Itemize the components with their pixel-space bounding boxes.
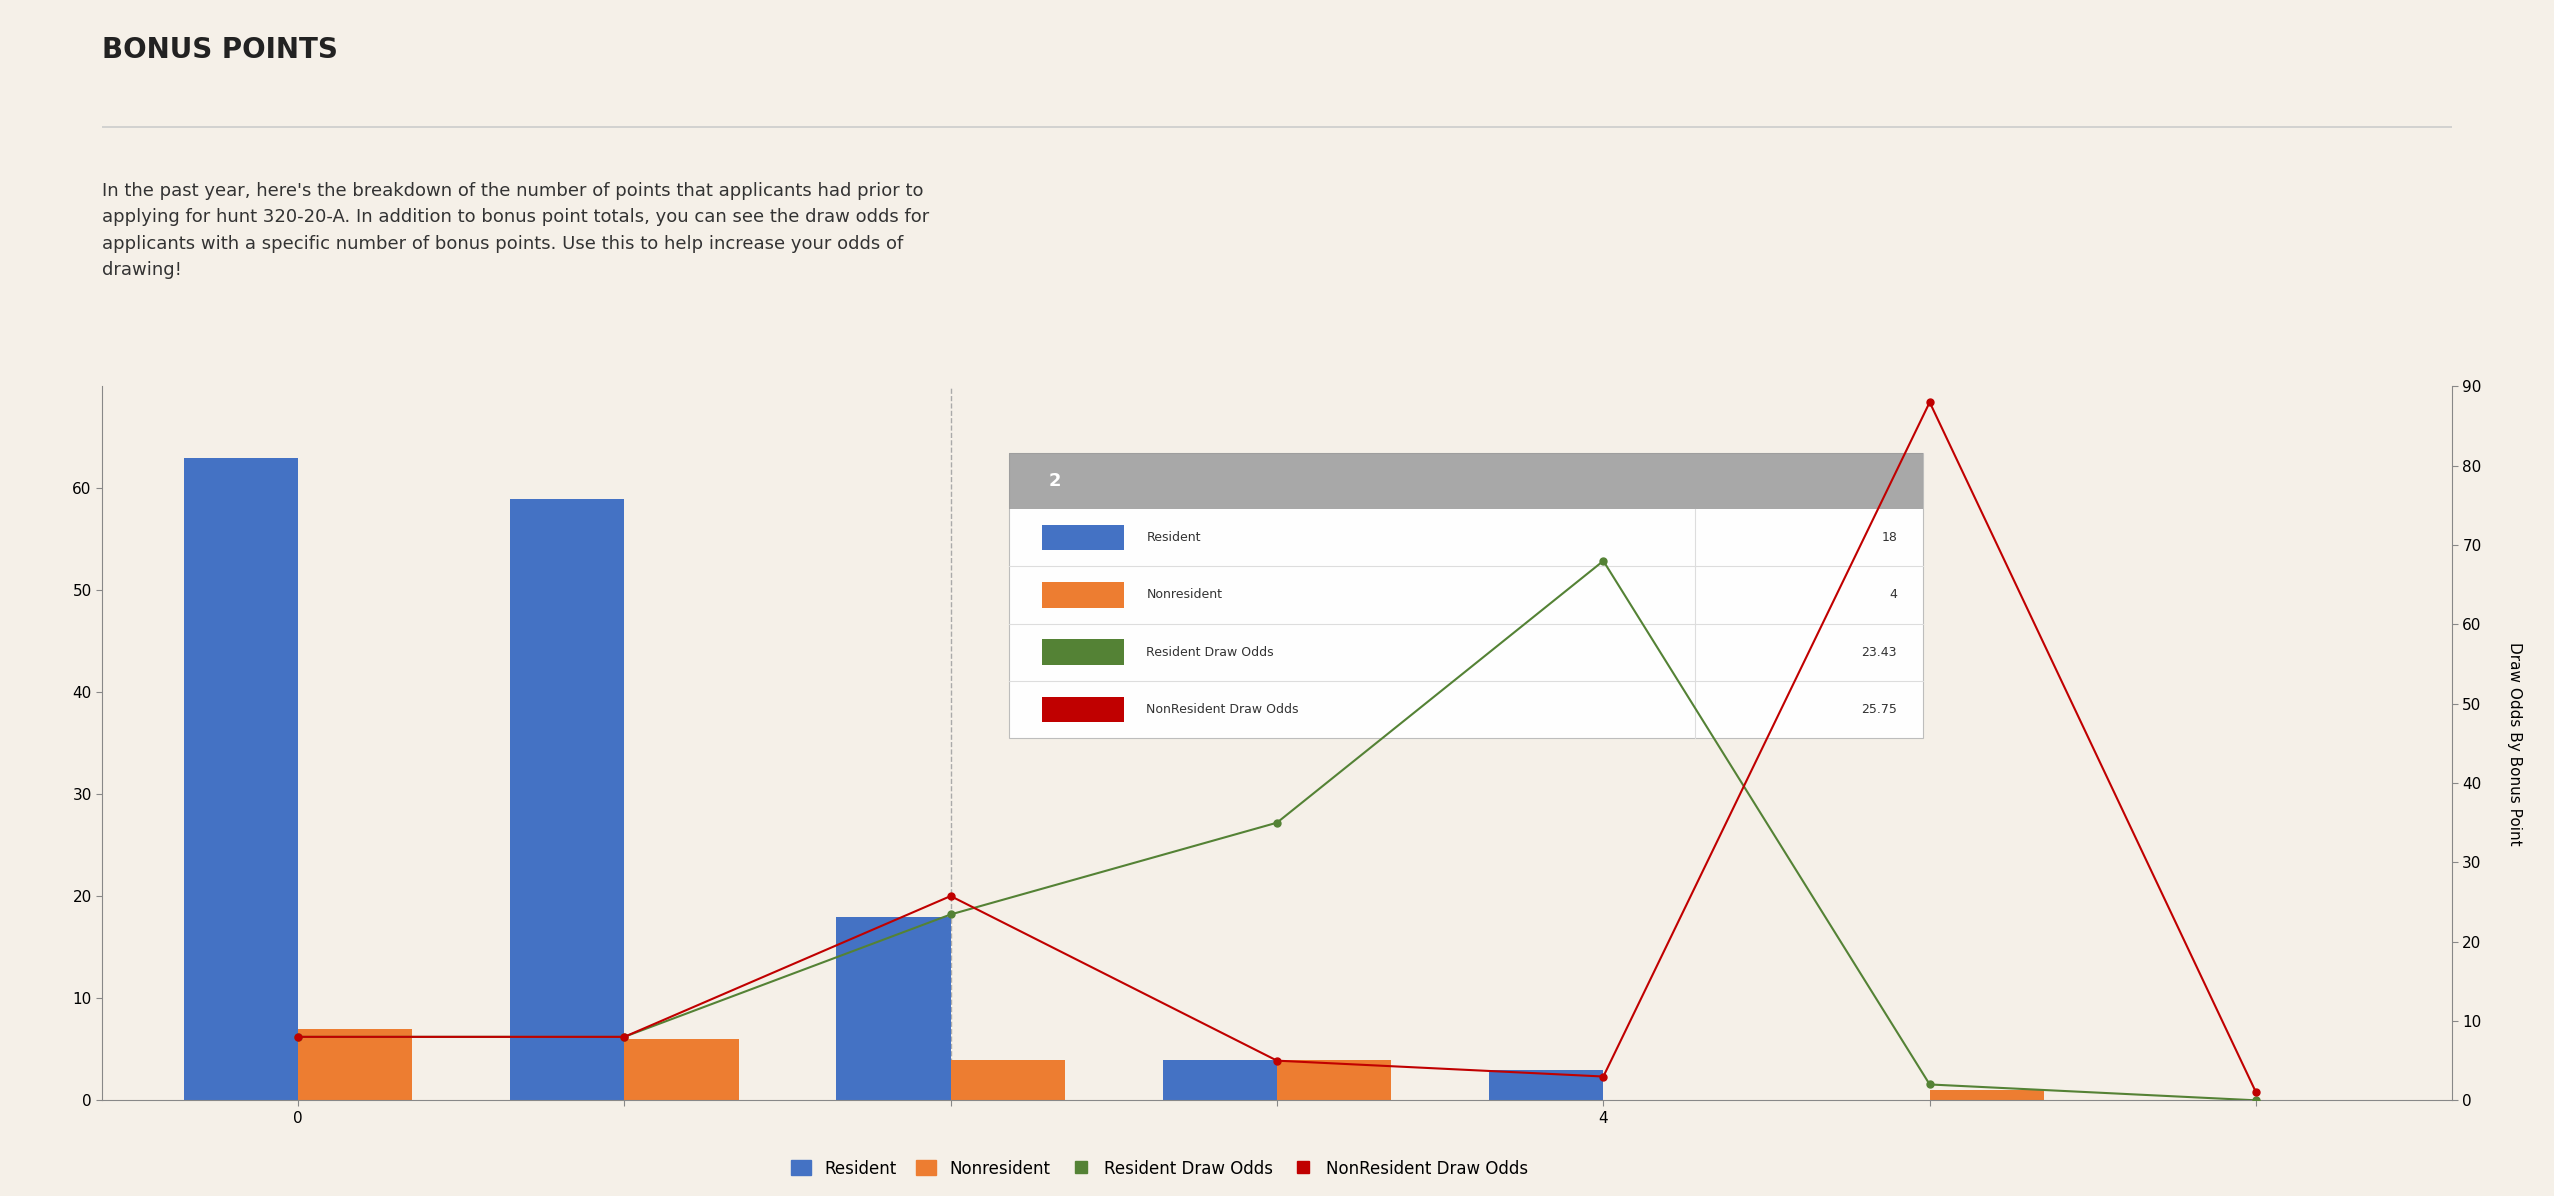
- Legend: Resident, Nonresident, Resident Draw Odds, NonResident Draw Odds: Resident, Nonresident, Resident Draw Odd…: [792, 1160, 1527, 1178]
- Text: NonResident Draw Odds: NonResident Draw Odds: [1147, 703, 1300, 716]
- Bar: [1162, 1060, 1277, 1100]
- Line: Resident Draw Odds: Resident Draw Odds: [294, 557, 2260, 1104]
- NonResident Draw Odds: [1589, 1069, 1619, 1084]
- NonResident Draw Odds: [608, 1030, 638, 1044]
- NonResident Draw Odds: [935, 889, 965, 903]
- Text: In the past year, here's the breakdown of the number of points that applicants h: In the past year, here's the breakdown o…: [102, 182, 930, 279]
- Resident Draw Odds: [1589, 554, 1619, 568]
- Bar: [299, 1029, 411, 1100]
- FancyBboxPatch shape: [1042, 525, 1124, 550]
- Resident Draw Odds: [935, 908, 965, 922]
- Text: 25.75: 25.75: [1862, 703, 1898, 716]
- NonResident Draw Odds: [1916, 395, 1946, 409]
- Bar: [950, 1060, 1065, 1100]
- NonResident Draw Odds: [283, 1030, 314, 1044]
- Text: BONUS POINTS: BONUS POINTS: [102, 36, 337, 63]
- Y-axis label: Draw Odds By Bonus Point: Draw Odds By Bonus Point: [2505, 641, 2521, 846]
- Bar: [1931, 1090, 2043, 1100]
- Bar: [511, 499, 623, 1100]
- Text: 18: 18: [1882, 531, 1898, 544]
- Bar: [835, 916, 950, 1100]
- Text: Resident: Resident: [1147, 531, 1200, 544]
- Text: 23.43: 23.43: [1862, 646, 1898, 659]
- Line: NonResident Draw Odds: NonResident Draw Odds: [294, 398, 2260, 1096]
- FancyBboxPatch shape: [1042, 696, 1124, 722]
- NonResident Draw Odds: [1262, 1054, 1292, 1068]
- Resident Draw Odds: [1262, 816, 1292, 830]
- Text: 2: 2: [1050, 471, 1060, 489]
- Bar: [184, 458, 299, 1100]
- Resident Draw Odds: [283, 1030, 314, 1044]
- Resident Draw Odds: [608, 1030, 638, 1044]
- FancyBboxPatch shape: [1042, 640, 1124, 665]
- Bar: [623, 1039, 738, 1100]
- Bar: [1277, 1060, 1392, 1100]
- Resident Draw Odds: [1916, 1078, 1946, 1092]
- FancyBboxPatch shape: [1009, 452, 1923, 738]
- Text: 4: 4: [1890, 588, 1898, 602]
- Text: Nonresident: Nonresident: [1147, 588, 1223, 602]
- FancyBboxPatch shape: [1009, 452, 1923, 508]
- Bar: [1489, 1069, 1604, 1100]
- FancyBboxPatch shape: [1042, 582, 1124, 608]
- NonResident Draw Odds: [2240, 1085, 2271, 1099]
- Text: Resident Draw Odds: Resident Draw Odds: [1147, 646, 1274, 659]
- Resident Draw Odds: [2240, 1093, 2271, 1107]
